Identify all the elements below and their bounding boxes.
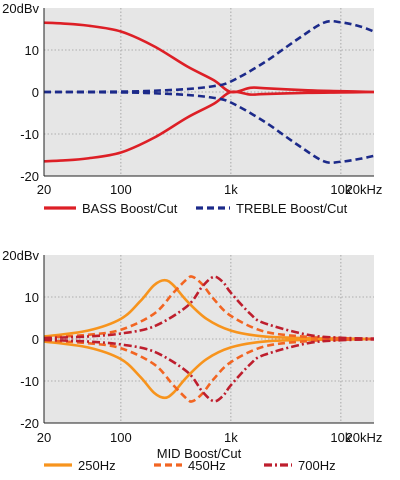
series-line-450hz-2 bbox=[44, 275, 374, 341]
y-tick-label: 10 bbox=[25, 290, 39, 305]
y-tick-label: 10 bbox=[25, 43, 39, 58]
series-line-450hz-3 bbox=[44, 337, 374, 403]
series-line-700hz-5 bbox=[44, 338, 374, 403]
series-line-700hz-4 bbox=[44, 275, 374, 340]
x-tick-label: 10k bbox=[330, 430, 351, 445]
y-tick-label: -10 bbox=[20, 374, 39, 389]
series-line-bass-boost-cut-1 bbox=[44, 90, 374, 163]
legend-label: 250Hz bbox=[78, 458, 116, 473]
x-tick-label: 1k bbox=[224, 430, 238, 445]
y-tick-label: -20 bbox=[20, 416, 39, 431]
x-tick-label: 100 bbox=[110, 182, 132, 197]
x-axis-caption: MID Boost/Cut bbox=[157, 446, 242, 461]
x-tick-label: 100 bbox=[110, 430, 132, 445]
y-tick-label: 20dBv bbox=[2, 248, 39, 263]
series-line-treble-boost-cut-3 bbox=[44, 90, 374, 165]
y-tick-label: -20 bbox=[20, 169, 39, 184]
x-tick-label: 20kHz bbox=[346, 182, 383, 197]
x-tick-label: 1k bbox=[224, 182, 238, 197]
legend-label: BASS Boost/Cut bbox=[82, 201, 178, 216]
y-tick-label: 0 bbox=[32, 85, 39, 100]
legend-label: 700Hz bbox=[298, 458, 336, 473]
x-tick-label: 20kHz bbox=[346, 430, 383, 445]
series-line-bass-boost-cut-0 bbox=[44, 21, 374, 94]
x-tick-label: 20 bbox=[37, 182, 51, 197]
series-line-250hz-1 bbox=[44, 337, 374, 400]
legend-label: 450Hz bbox=[188, 458, 226, 473]
x-tick-label: 20 bbox=[37, 430, 51, 445]
legend-label: TREBLE Boost/Cut bbox=[236, 201, 348, 216]
y-tick-label: 0 bbox=[32, 332, 39, 347]
y-tick-label: 20dBv bbox=[2, 1, 39, 16]
y-tick-label: -10 bbox=[20, 127, 39, 142]
x-tick-label: 10k bbox=[330, 182, 351, 197]
series-line-treble-boost-cut-2 bbox=[44, 19, 374, 94]
series-line-250hz-0 bbox=[44, 278, 374, 341]
